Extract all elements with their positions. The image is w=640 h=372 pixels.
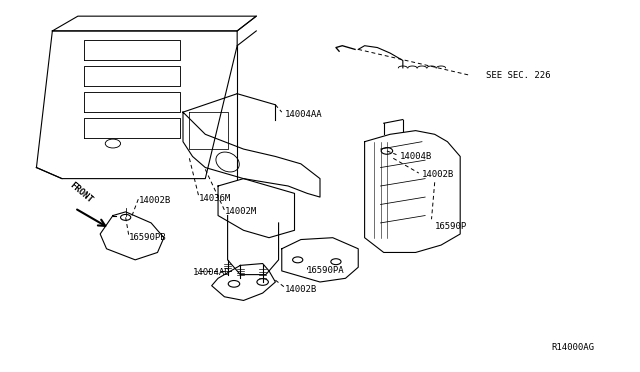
Text: SEE SEC. 226: SEE SEC. 226 [486,71,550,80]
Text: 14004AD: 14004AD [193,268,230,277]
Text: 16590PB: 16590PB [129,233,166,242]
Text: FRONT: FRONT [68,180,95,205]
Text: 14036M: 14036M [199,195,231,203]
Text: 14002B: 14002B [285,285,317,294]
Text: 16590P: 16590P [435,222,467,231]
Text: 14002B: 14002B [138,196,171,205]
Text: R14000AG: R14000AG [551,343,594,352]
Text: 14004B: 14004B [399,152,432,161]
Text: 14004AA: 14004AA [285,109,323,119]
Text: 16590PA: 16590PA [307,266,345,275]
Text: 14002M: 14002M [225,207,257,217]
Text: 14002B: 14002B [422,170,454,179]
